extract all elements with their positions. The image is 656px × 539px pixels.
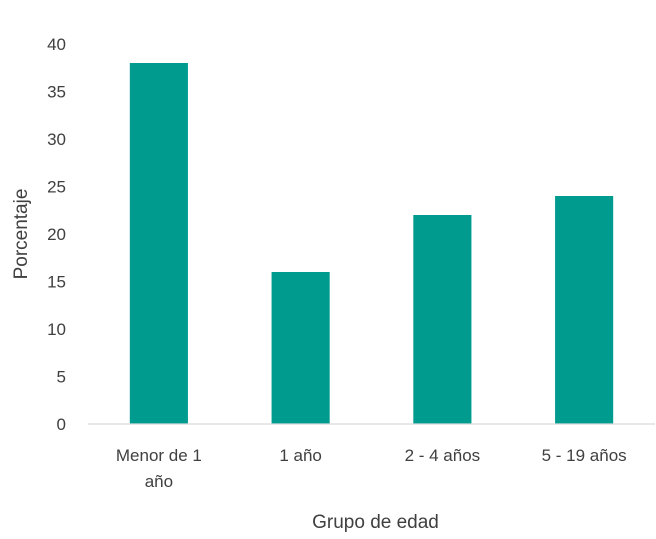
y-tick-label: 10 (47, 320, 66, 339)
x-tick-label: 2 - 4 años (405, 446, 481, 465)
bars (129, 63, 614, 424)
y-tick-label: 40 (47, 35, 66, 54)
y-axis-ticks: 0 5 10 15 20 25 30 35 40 (47, 35, 66, 434)
bar (271, 272, 330, 424)
x-tick-label: Menor de 1 año (116, 446, 202, 491)
x-tick-label: 5 - 19 años (542, 446, 627, 465)
y-tick-label: 35 (47, 83, 66, 102)
bar (129, 63, 188, 424)
y-tick-label: 25 (47, 178, 66, 197)
x-tick-label: 1 año (279, 446, 322, 465)
bar (555, 196, 614, 424)
x-axis-title: Grupo de edad (312, 512, 439, 533)
x-axis-ticks: Menor de 1 año 1 año 2 - 4 años 5 - 19 años (116, 446, 627, 491)
y-tick-label: 0 (57, 415, 66, 434)
y-tick-label: 20 (47, 225, 66, 244)
bar (413, 215, 472, 424)
y-tick-label: 15 (47, 273, 66, 292)
y-axis-title: Porcentaje (11, 189, 32, 280)
y-tick-label: 5 (57, 368, 66, 387)
y-tick-label: 30 (47, 130, 66, 149)
